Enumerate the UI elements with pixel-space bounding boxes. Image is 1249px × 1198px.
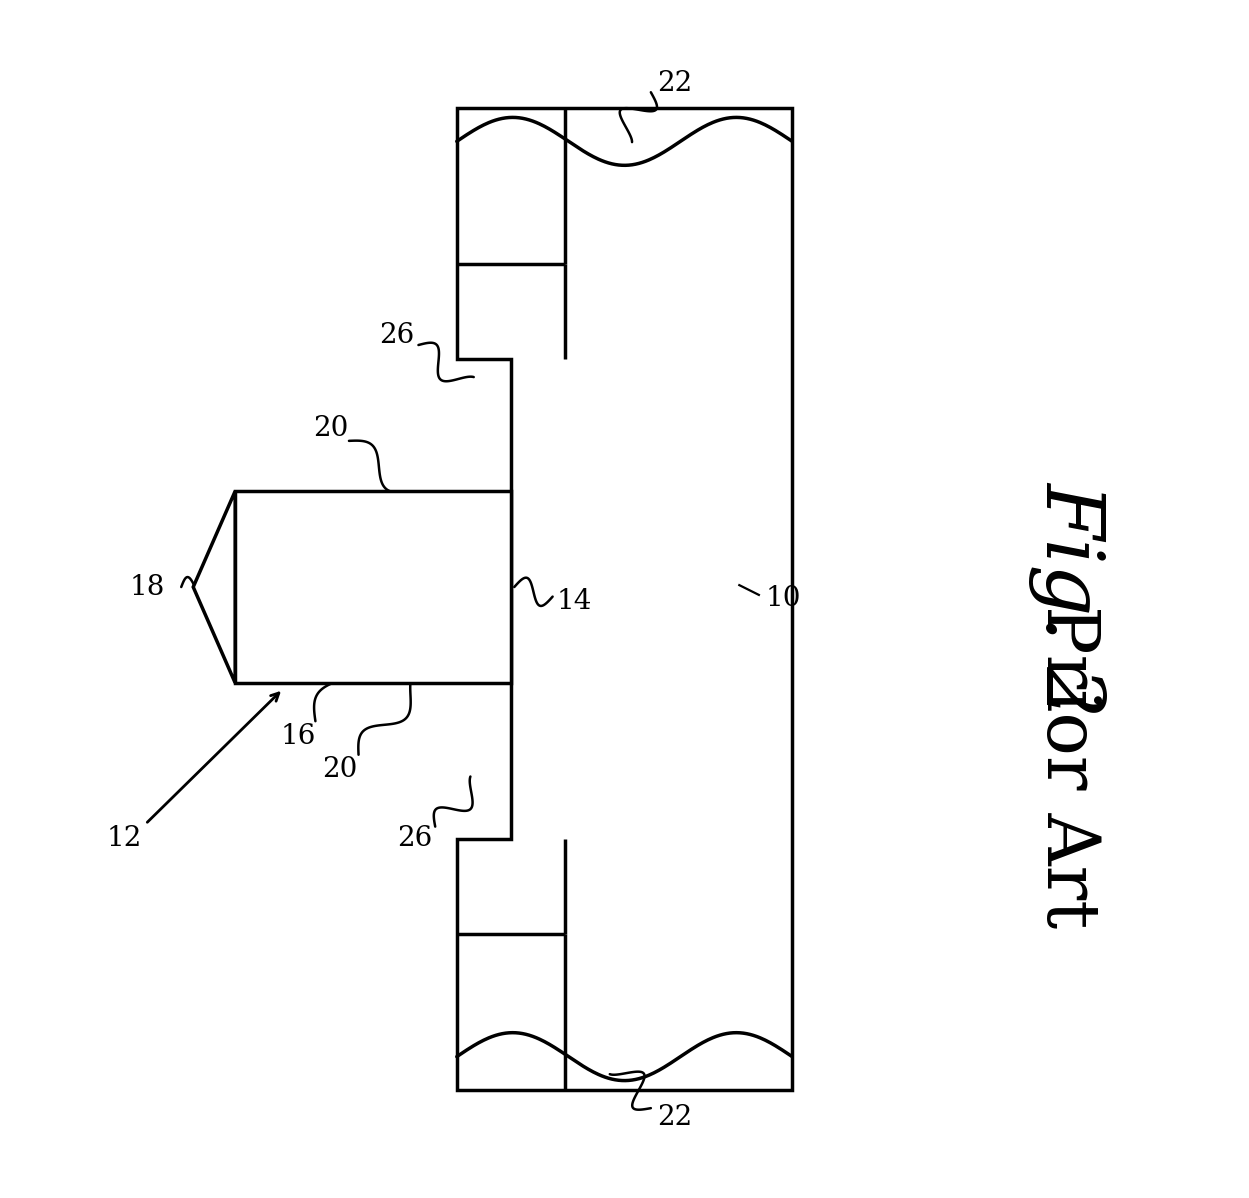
Text: 16: 16 xyxy=(281,724,316,750)
Text: 22: 22 xyxy=(657,1105,692,1131)
Text: 12: 12 xyxy=(107,825,142,852)
Text: 14: 14 xyxy=(556,588,592,615)
Text: Fig. 2: Fig. 2 xyxy=(1029,482,1107,716)
Text: 18: 18 xyxy=(130,574,165,600)
Polygon shape xyxy=(457,108,792,1090)
Text: 26: 26 xyxy=(397,825,432,852)
Polygon shape xyxy=(194,491,235,683)
Text: 22: 22 xyxy=(657,71,692,97)
Text: 20: 20 xyxy=(322,756,358,782)
Bar xyxy=(235,491,511,683)
Text: 20: 20 xyxy=(313,416,348,442)
Text: 10: 10 xyxy=(766,586,802,612)
Text: 26: 26 xyxy=(378,322,415,349)
Text: Prior Art: Prior Art xyxy=(1033,605,1103,928)
